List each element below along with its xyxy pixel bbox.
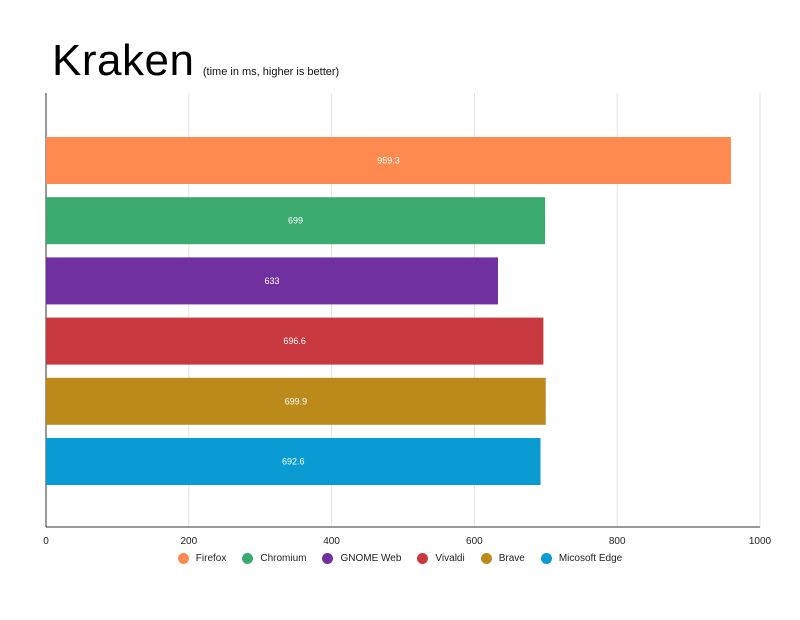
bar-value-label: 633 [264, 276, 279, 286]
legend-swatch [540, 553, 552, 564]
legend-item: Firefox [177, 553, 227, 564]
x-tick-label: 600 [466, 536, 483, 547]
legend-item: Brave [480, 553, 525, 564]
chart-legend: Firefox Chromium GNOME Web Vivaldi Brave Mico… [0, 553, 800, 567]
bar [46, 377, 546, 425]
legend-item: GNOME Web [322, 553, 401, 564]
legend-item: Vivaldi [417, 553, 465, 564]
chart-title-block: Kraken (time in ms, higher is better) [52, 36, 339, 86]
bar [46, 317, 544, 365]
bar-value-label: 699 [288, 216, 303, 226]
legend-swatch [322, 553, 334, 564]
bar-value-label: 699.9 [285, 396, 308, 406]
chart-subtitle: (time in ms, higher is better) [202, 66, 340, 78]
legend-label: GNOME Web [340, 553, 402, 564]
legend-label: Firefox [195, 553, 227, 564]
legend-label: Vivaldi [435, 553, 465, 564]
x-tick-label: 400 [323, 536, 340, 547]
bar [46, 137, 731, 184]
x-tick-label: 200 [180, 536, 197, 547]
legend-label: Brave [498, 553, 525, 564]
x-tick-label: 0 [43, 536, 49, 547]
bar [46, 197, 546, 245]
legend-swatch [417, 553, 429, 564]
legend-label: Micosoft Edge [558, 553, 623, 564]
legend-swatch [242, 553, 254, 564]
x-tick-label: 1000 [749, 536, 772, 547]
bar-value-label: 692.6 [282, 457, 305, 467]
x-tick-label: 800 [609, 536, 626, 547]
chart-title: Kraken [52, 36, 195, 85]
legend-item: Chromium [242, 553, 306, 564]
legend-swatch [480, 553, 492, 564]
bar [46, 438, 541, 485]
legend-item: Micosoft Edge [540, 553, 623, 564]
legend-swatch [177, 553, 189, 564]
bar-value-label: 696.6 [283, 336, 306, 346]
bar [46, 257, 498, 305]
legend-label: Chromium [260, 553, 307, 564]
bar-value-label: 959.3 [377, 156, 400, 166]
